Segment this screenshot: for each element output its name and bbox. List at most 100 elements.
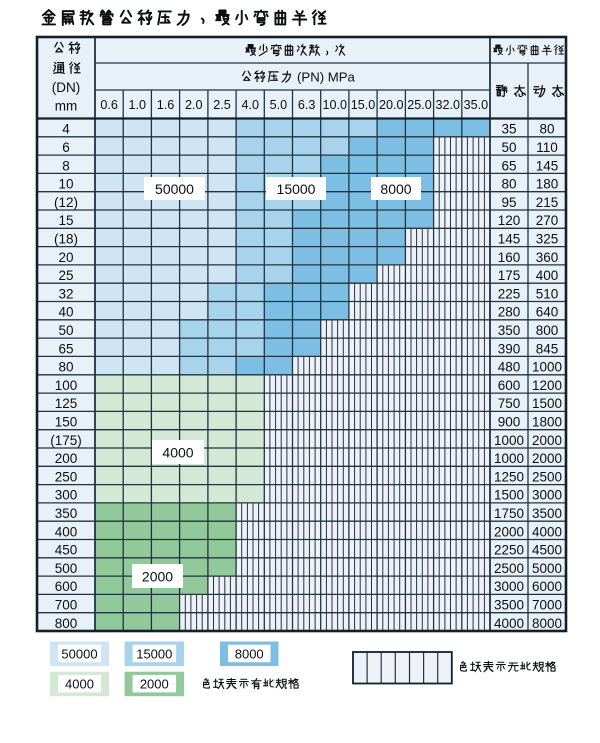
svg-text:600: 600 (55, 579, 78, 594)
svg-text:5000: 5000 (532, 561, 562, 576)
svg-text:2000: 2000 (494, 524, 524, 539)
svg-text:2500: 2500 (532, 469, 562, 484)
svg-text:2000: 2000 (532, 433, 562, 448)
svg-text:180: 180 (536, 177, 559, 192)
svg-text:8000: 8000 (532, 616, 562, 631)
svg-text:50: 50 (58, 323, 73, 338)
svg-text:845: 845 (536, 341, 559, 356)
svg-text:8000: 8000 (380, 181, 411, 197)
svg-text:400: 400 (55, 524, 78, 539)
svg-text:600: 600 (498, 378, 521, 393)
svg-text:360: 360 (536, 250, 559, 265)
svg-text:25.0: 25.0 (407, 98, 432, 112)
svg-text:20: 20 (58, 250, 73, 265)
svg-text:6000: 6000 (532, 579, 562, 594)
svg-text:1500: 1500 (532, 396, 562, 411)
svg-text:120: 120 (498, 213, 521, 228)
svg-text:80: 80 (501, 177, 516, 192)
svg-text:50: 50 (501, 140, 516, 155)
svg-text:4000: 4000 (494, 616, 524, 631)
svg-text:15000: 15000 (136, 646, 172, 661)
svg-text:4000: 4000 (532, 524, 562, 539)
svg-text:2000: 2000 (532, 451, 562, 466)
svg-text:1800: 1800 (532, 415, 562, 430)
svg-text:40: 40 (58, 305, 73, 320)
svg-text:2000: 2000 (140, 677, 169, 692)
svg-text:8000: 8000 (235, 646, 264, 661)
svg-text:1000: 1000 (494, 433, 524, 448)
svg-text:4000: 4000 (162, 445, 193, 461)
svg-text:4: 4 (62, 122, 70, 137)
svg-text:145: 145 (498, 232, 521, 247)
svg-text:1500: 1500 (494, 488, 524, 503)
svg-text:1250: 1250 (494, 469, 524, 484)
svg-text:2250: 2250 (494, 543, 524, 558)
svg-text:280: 280 (498, 305, 521, 320)
svg-text:1.0: 1.0 (129, 98, 147, 112)
svg-text:900: 900 (498, 415, 521, 430)
svg-text:510: 510 (536, 286, 559, 301)
svg-text:3500: 3500 (532, 506, 562, 521)
svg-text:750: 750 (498, 396, 521, 411)
svg-text:1000: 1000 (532, 360, 562, 375)
svg-text:350: 350 (55, 506, 78, 521)
svg-text:35: 35 (501, 122, 516, 137)
svg-text:10: 10 (58, 177, 73, 192)
svg-text:270: 270 (536, 213, 559, 228)
svg-text:(PN) MPa: (PN) MPa (297, 69, 356, 84)
svg-text:2000: 2000 (142, 569, 173, 585)
svg-text:175: 175 (498, 268, 521, 283)
svg-text:2.0: 2.0 (185, 98, 203, 112)
svg-text:200: 200 (55, 451, 78, 466)
svg-text:500: 500 (55, 561, 78, 576)
svg-text:95: 95 (501, 195, 516, 210)
svg-text:215: 215 (536, 195, 559, 210)
svg-text:0.6: 0.6 (100, 98, 118, 112)
svg-text:480: 480 (498, 360, 521, 375)
svg-text:10.0: 10.0 (323, 98, 348, 112)
svg-text:3000: 3000 (532, 488, 562, 503)
svg-text:325: 325 (536, 232, 559, 247)
svg-text:225: 225 (498, 286, 521, 301)
svg-text:110: 110 (536, 140, 558, 155)
svg-text:50000: 50000 (61, 646, 97, 661)
svg-text:300: 300 (55, 488, 78, 503)
svg-text:150: 150 (55, 415, 78, 430)
svg-text:700: 700 (55, 598, 78, 613)
svg-text:35.0: 35.0 (464, 98, 489, 112)
svg-text:25: 25 (58, 268, 73, 283)
svg-text:80: 80 (539, 122, 554, 137)
svg-text:125: 125 (55, 396, 78, 411)
svg-text:1750: 1750 (494, 506, 524, 521)
svg-text:2500: 2500 (494, 561, 524, 576)
svg-text:5.0: 5.0 (270, 98, 288, 112)
svg-text:65: 65 (58, 341, 73, 356)
svg-text:350: 350 (498, 323, 521, 338)
svg-text:7000: 7000 (532, 598, 562, 613)
svg-text:80: 80 (58, 360, 73, 375)
svg-text:1200: 1200 (532, 378, 562, 393)
svg-text:3500: 3500 (494, 598, 524, 613)
svg-text:1000: 1000 (494, 451, 524, 466)
svg-text:145: 145 (536, 158, 559, 173)
svg-text:100: 100 (55, 378, 78, 393)
svg-text:250: 250 (55, 469, 78, 484)
svg-text:390: 390 (498, 341, 521, 356)
svg-text:800: 800 (536, 323, 559, 338)
svg-text:32: 32 (58, 286, 73, 301)
svg-text:4000: 4000 (65, 677, 94, 692)
svg-text:800: 800 (55, 616, 78, 631)
svg-text:15: 15 (58, 213, 73, 228)
svg-text:15000: 15000 (277, 181, 316, 197)
svg-text:32.0: 32.0 (435, 98, 460, 112)
svg-text:15.0: 15.0 (351, 98, 376, 112)
svg-text:3000: 3000 (494, 579, 524, 594)
svg-text:20.0: 20.0 (379, 98, 404, 112)
svg-text:8: 8 (62, 158, 70, 173)
svg-text:50000: 50000 (155, 181, 194, 197)
svg-text:640: 640 (536, 305, 559, 320)
svg-text:6: 6 (62, 140, 70, 155)
svg-text:(18): (18) (54, 232, 78, 247)
svg-text:4.0: 4.0 (241, 98, 259, 112)
svg-text:(175): (175) (50, 433, 82, 448)
